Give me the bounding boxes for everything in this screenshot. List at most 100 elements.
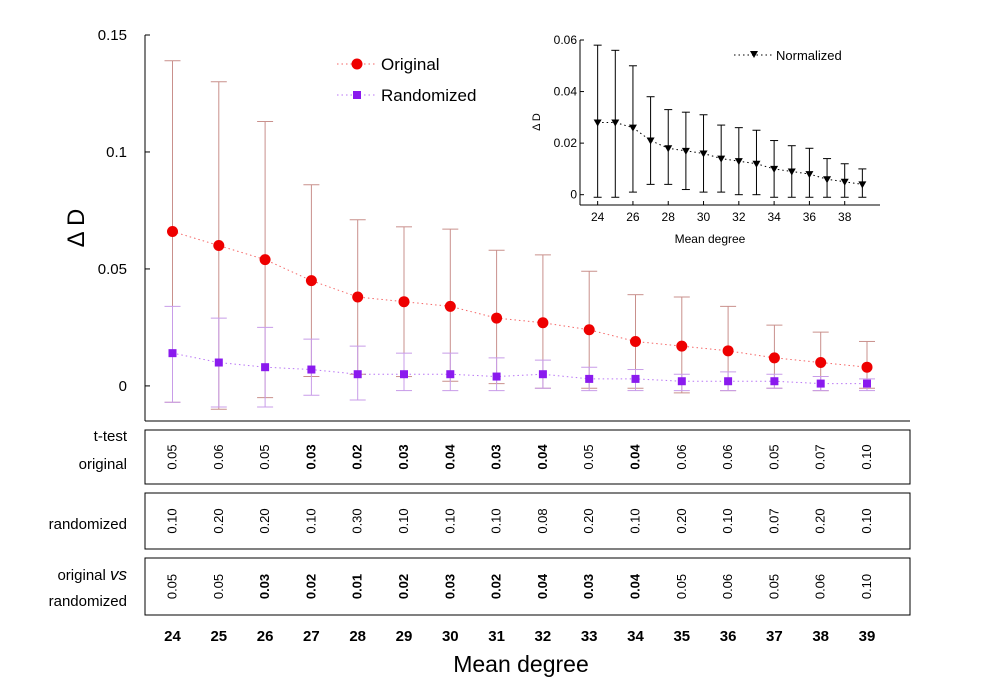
p-value-label: 0.20 [211, 508, 226, 533]
p-value-label: 0.05 [766, 444, 781, 469]
data-point-randomized [863, 379, 871, 388]
p-value-label: 0.10 [303, 508, 318, 533]
data-point-normalized [823, 176, 832, 184]
inset-legend-label-normalized: Normalized [776, 48, 842, 63]
data-point-randomized [538, 370, 547, 379]
data-point-normalized [858, 181, 867, 189]
x-tick-label: 26 [257, 628, 274, 645]
data-point-original [398, 296, 410, 308]
data-point-randomized [446, 370, 455, 379]
p-value-label: 0.20 [674, 508, 689, 533]
data-point-normalized [628, 124, 637, 132]
x-tick-label: 24 [164, 628, 181, 645]
legend-marker [351, 58, 363, 70]
p-value-label: 0.04 [628, 444, 643, 470]
inset-legend-marker [750, 51, 758, 58]
main-y-tick-label: 0.05 [98, 261, 127, 278]
data-point-normalized [717, 155, 726, 163]
p-value-label: 0.05 [211, 574, 226, 599]
p-value-label: 0.03 [489, 444, 504, 469]
inset-x-tick-label: 32 [732, 210, 746, 224]
main-y-tick-label: 0.1 [106, 144, 127, 161]
p-value-label: 0.07 [813, 444, 828, 469]
p-value-label: 0.10 [628, 508, 643, 533]
x-tick-label: 31 [488, 628, 505, 645]
p-value-label: 0.06 [813, 574, 828, 599]
data-point-original [537, 317, 549, 329]
p-value-label: 0.02 [303, 574, 318, 599]
data-point-normalized [840, 178, 849, 186]
p-value-label: 0.06 [674, 444, 689, 469]
p-value-label: 0.10 [165, 508, 180, 533]
x-tick-label: 38 [812, 628, 829, 645]
inset-y-axis-label: Δ D [531, 113, 543, 131]
p-value-label: 0.10 [859, 574, 874, 599]
series-line-normalized [597, 122, 863, 185]
table-row-box [144, 429, 911, 485]
inset-x-tick-label: 30 [697, 210, 711, 224]
data-point-normalized [699, 150, 708, 158]
p-value-label: 0.03 [303, 444, 318, 469]
inset-plot: 0 0.02 0.04 0.06 24 26 28 30 32 34 36 38 Mean degree… [531, 33, 880, 246]
p-value-label: 0.02 [396, 574, 411, 599]
p-value-label: 0.05 [165, 444, 180, 469]
data-point-randomized [353, 370, 362, 379]
data-point-randomized [770, 377, 779, 386]
data-point-normalized [664, 145, 673, 153]
p-value-label: 0.10 [396, 508, 411, 533]
x-tick-label: 29 [396, 628, 413, 645]
inset-y-tick-label: 0.06 [554, 33, 578, 47]
legend-label-original: Original [381, 55, 440, 74]
data-point-normalized [787, 168, 796, 176]
data-point-randomized [307, 365, 316, 374]
inset-x-axis-label: Mean degree [675, 232, 746, 246]
p-value-label: 0.04 [535, 444, 550, 470]
data-point-randomized [400, 370, 408, 379]
data-point-normalized [681, 147, 690, 155]
series-line-original [172, 231, 868, 368]
inset-x-tick-label: 34 [767, 210, 781, 224]
data-point-normalized [593, 119, 602, 127]
data-point-randomized [585, 374, 594, 383]
p-value-label: 0.01 [350, 574, 365, 599]
x-tick-label: 28 [349, 628, 366, 645]
p-value-label: 0.10 [489, 508, 504, 533]
data-point-original [722, 345, 734, 357]
x-tick-label: 32 [535, 628, 552, 645]
data-point-original [676, 340, 688, 352]
p-value-label: 0.02 [350, 444, 365, 469]
p-value-label: 0.03 [581, 574, 596, 599]
p-value-label: 0.30 [350, 508, 365, 533]
p-value-label: 0.02 [489, 574, 504, 599]
data-point-normalized [805, 171, 814, 179]
x-tick-label: 36 [720, 628, 737, 645]
inset-x-tick-label: 38 [838, 210, 852, 224]
p-value-label: 0.06 [720, 574, 735, 599]
p-value-label: 0.05 [581, 444, 596, 469]
data-point-normalized [770, 165, 779, 173]
data-point-normalized [752, 160, 761, 168]
p-value-label: 0.04 [442, 444, 457, 470]
table-row-label: t-test [94, 428, 128, 445]
table-row-label: randomized [49, 593, 127, 610]
p-value-label: 0.20 [813, 508, 828, 533]
p-value-label: 0.05 [766, 574, 781, 599]
data-point-original [491, 312, 503, 324]
data-point-original [583, 324, 595, 336]
data-point-original [444, 300, 456, 312]
p-value-label: 0.03 [442, 574, 457, 599]
x-tick-label: 33 [581, 628, 598, 645]
data-point-randomized [631, 374, 640, 383]
data-point-original [167, 226, 178, 238]
table-row-box [144, 557, 911, 616]
x-tick-label: 39 [859, 628, 876, 645]
legend-label-randomized: Randomized [381, 86, 476, 105]
p-value-label: 0.10 [720, 508, 735, 533]
p-value-label: 0.04 [628, 573, 643, 599]
data-point-original [305, 275, 317, 287]
p-value-label: 0.05 [257, 444, 272, 469]
legend-marker [353, 91, 361, 99]
bottom-x-axis: 24 25 26 27 28 29 30 31 32 33 34 35 36 37 38 39 Mean deg… [164, 628, 875, 677]
inset-x-tick-label: 36 [803, 210, 817, 224]
